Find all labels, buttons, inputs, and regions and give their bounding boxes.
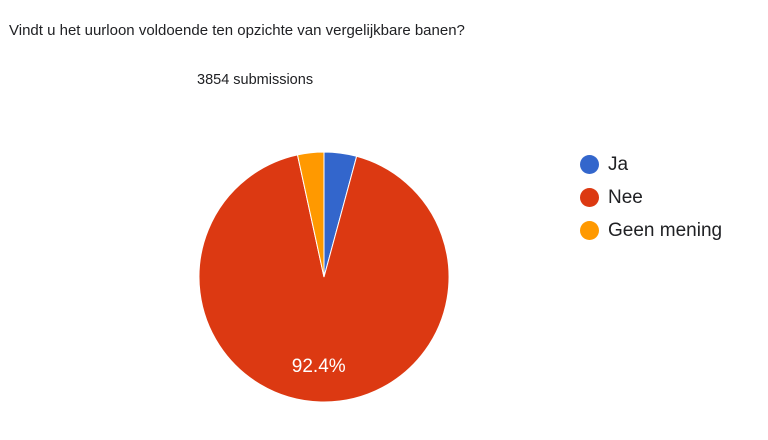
legend-label: Geen mening	[608, 219, 723, 241]
pie-slice-geen-mening[interactable]	[296, 151, 325, 278]
legend-swatch	[580, 155, 599, 174]
legend-label: Ja	[608, 153, 629, 175]
pie-slice-nee[interactable]	[198, 154, 450, 403]
legend-item-ja[interactable]: Ja	[580, 148, 722, 181]
pie-data-label: 92.4%	[292, 356, 346, 377]
legend-swatch	[580, 221, 599, 240]
legend-label: Nee	[608, 186, 643, 208]
pie-slices	[198, 151, 450, 403]
legend-swatch	[580, 188, 599, 207]
submissions-count: 3854 submissions	[197, 72, 314, 88]
legend-item-geen-mening[interactable]: Geen mening	[580, 214, 722, 247]
question-title: Vindt u het uurloon voldoende ten opzich…	[9, 22, 465, 39]
legend-item-nee[interactable]: Nee	[580, 181, 722, 214]
chart-legend: Ja Nee Geen mening	[580, 148, 722, 247]
pie-labels: 92.4%	[292, 356, 346, 377]
